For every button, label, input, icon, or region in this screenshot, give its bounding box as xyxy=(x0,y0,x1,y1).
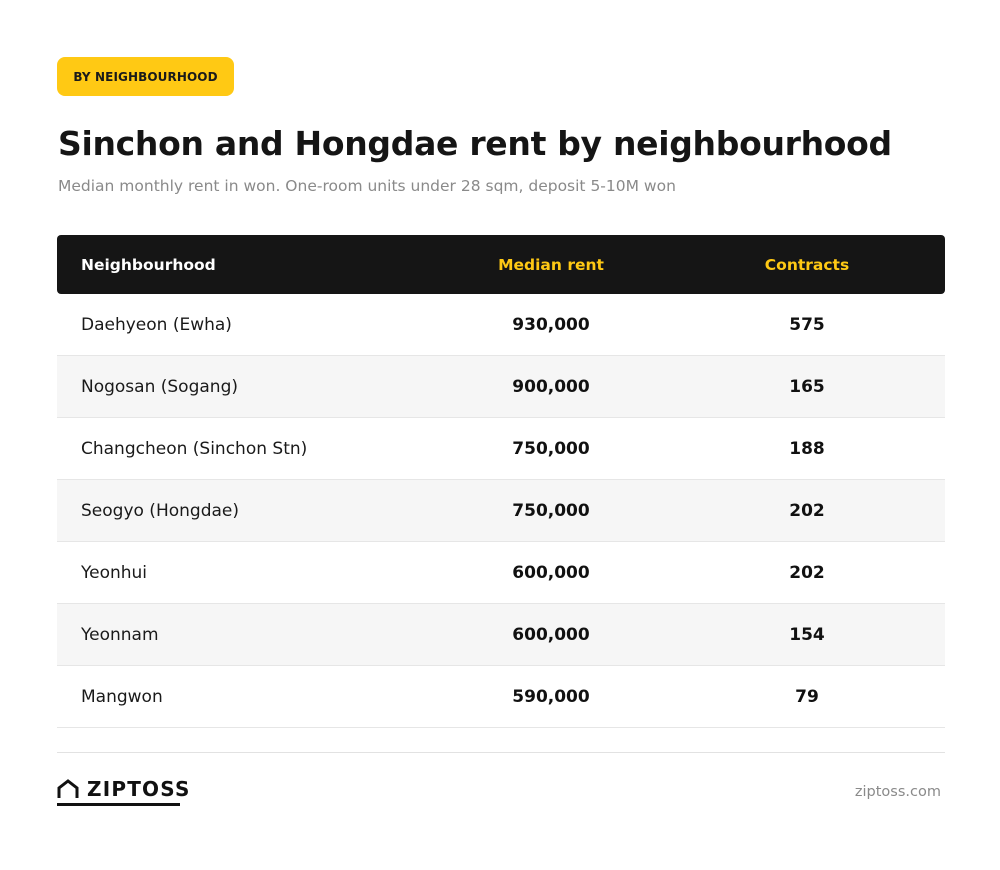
table-row: Mangwon 590,000 79 xyxy=(57,666,945,728)
cell-contracts: 575 xyxy=(789,314,825,335)
cell-contracts: 202 xyxy=(789,500,825,521)
cell-neighbourhood: Yeonnam xyxy=(81,624,159,645)
page-title: Sinchon and Hongdae rent by neighbourhoo… xyxy=(58,124,892,163)
table-row: Yeonhui 600,000 202 xyxy=(57,542,945,604)
cell-median-rent: 600,000 xyxy=(512,562,590,583)
cell-contracts: 202 xyxy=(789,562,825,583)
table-row: Nogosan (Sogang) 900,000 165 xyxy=(57,356,945,418)
cell-neighbourhood: Mangwon xyxy=(81,686,163,707)
brand-logo-text: ZIPTOSS xyxy=(87,777,191,801)
brand-logo: ZIPTOSS xyxy=(57,777,189,806)
footer-divider xyxy=(57,752,945,753)
cell-neighbourhood: Seogyo (Hongdae) xyxy=(81,500,239,521)
page-subtitle: Median monthly rent in won. One-room uni… xyxy=(58,177,676,195)
cell-median-rent: 590,000 xyxy=(512,686,590,707)
table-row: Yeonnam 600,000 154 xyxy=(57,604,945,666)
table-header: Neighbourhood Median rent Contracts xyxy=(57,235,945,294)
column-header-median-rent: Median rent xyxy=(498,255,604,274)
column-header-neighbourhood: Neighbourhood xyxy=(81,255,216,274)
cell-contracts: 188 xyxy=(789,438,825,459)
table-row: Changcheon (Sinchon Stn) 750,000 188 xyxy=(57,418,945,480)
cell-neighbourhood: Changcheon (Sinchon Stn) xyxy=(81,438,308,459)
cell-median-rent: 750,000 xyxy=(512,500,590,521)
column-header-contracts: Contracts xyxy=(764,255,850,274)
cell-neighbourhood: Daehyeon (Ewha) xyxy=(81,314,232,335)
category-badge: BY NEIGHBOURHOOD xyxy=(57,57,234,96)
cell-contracts: 79 xyxy=(795,686,819,707)
cell-neighbourhood: Yeonhui xyxy=(81,562,148,583)
cell-contracts: 154 xyxy=(789,624,825,645)
table-row: Seogyo (Hongdae) 750,000 202 xyxy=(57,480,945,542)
house-icon xyxy=(57,779,79,799)
cell-median-rent: 600,000 xyxy=(512,624,590,645)
cell-neighbourhood: Nogosan (Sogang) xyxy=(81,376,238,397)
table-row: Daehyeon (Ewha) 930,000 575 xyxy=(57,294,945,356)
rent-table: Neighbourhood Median rent Contracts Daeh… xyxy=(57,235,945,728)
cell-median-rent: 750,000 xyxy=(512,438,590,459)
cell-contracts: 165 xyxy=(789,376,825,397)
cell-median-rent: 930,000 xyxy=(512,314,590,335)
site-url: ziptoss.com xyxy=(854,784,941,800)
table-body: Daehyeon (Ewha) 930,000 575 Nogosan (Sog… xyxy=(57,294,945,728)
cell-median-rent: 900,000 xyxy=(512,376,590,397)
